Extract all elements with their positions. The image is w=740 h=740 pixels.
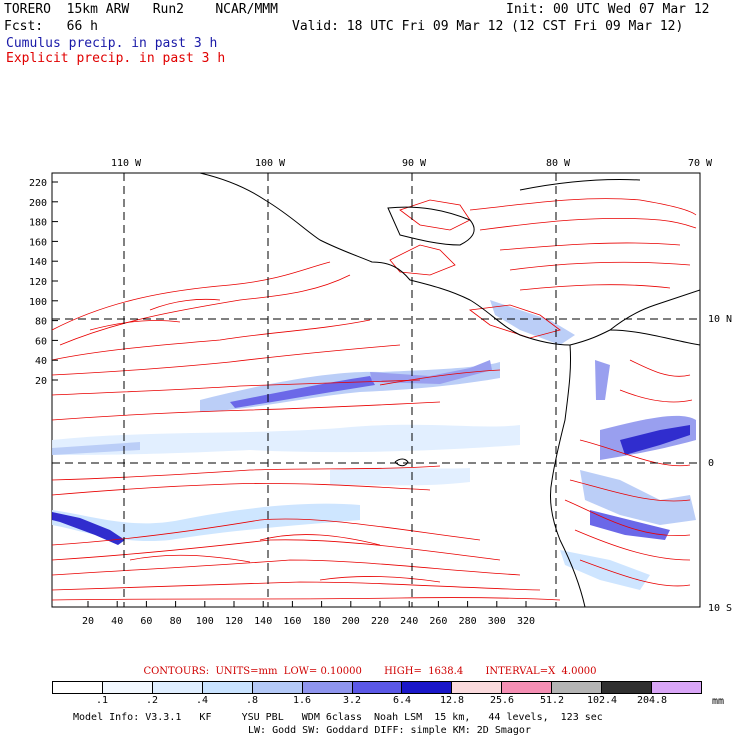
x-tick-label: 100 [196, 616, 214, 627]
color-bar-segment [102, 682, 153, 693]
y-tick-label: 40 [35, 356, 47, 367]
color-bar-segment [53, 682, 103, 693]
model-info-line1: Model Info: V3.3.1 KF YSU PBL WDM 6class… [73, 712, 603, 723]
y-tick-label: 100 [29, 297, 47, 308]
lon-label-100w: 100 W [255, 158, 286, 169]
lon-label-110w: 110 W [111, 158, 142, 169]
x-tick-label: 80 [170, 616, 182, 627]
x-tick-label: 60 [140, 616, 152, 627]
x-tick-label: 160 [283, 616, 301, 627]
color-bar-label: 1.6 [292, 695, 312, 706]
y-tick-label: 180 [29, 218, 47, 229]
forecast-hour: Fcst: 66 h [4, 19, 98, 34]
lat-label-10s: 10 S [708, 603, 732, 614]
lon-label-70w: 70 W [688, 158, 713, 169]
color-bar-segment [452, 682, 503, 693]
y-tick-label: 200 [29, 198, 47, 209]
init-time: Init: 00 UTC Wed 07 Mar 12 [506, 2, 710, 17]
color-bar-segment [402, 682, 453, 693]
color-bar-label: 102.4 [586, 695, 618, 706]
y-tick-label: 80 [35, 317, 47, 328]
explicit-precip-contours [52, 198, 697, 601]
y-tick-label: 20 [35, 376, 47, 387]
color-bar-segment [152, 682, 203, 693]
valid-time: Valid: 18 UTC Fri 09 Mar 12 (12 CST Fri … [292, 19, 684, 34]
x-tick-label: 40 [111, 616, 123, 627]
x-tick-label: 20 [82, 616, 94, 627]
contours-info: CONTOURS: UNITS=mm LOW= 0.10000 HIGH= 16… [143, 666, 597, 677]
color-bar-unit: mm [712, 696, 725, 707]
x-tick-label: 140 [254, 616, 272, 627]
color-bar-label: 6.4 [392, 695, 412, 706]
color-bar-label: .2 [145, 695, 159, 706]
lat-label-0: 0 [708, 458, 714, 469]
model-info-line2: LW: Godd SW: Goddard DIFF: simple KM: 2D… [248, 725, 531, 736]
cumulus-precip-bands [52, 300, 696, 590]
color-bar-segment [352, 682, 403, 693]
x-tick-label: 220 [371, 616, 389, 627]
color-bar-label: .1 [95, 695, 109, 706]
lon-label-80w: 80 W [546, 158, 571, 169]
x-tick-label: 180 [313, 616, 331, 627]
x-axis-ticks: 20 40 60 80 100 120 140 160 180 200 220 240 260 280 30… [82, 601, 535, 627]
color-bar-label: 12.8 [439, 695, 465, 706]
color-bar-segment [552, 682, 603, 693]
y-tick-label: 60 [35, 336, 47, 347]
color-bar-label: 204.8 [636, 695, 668, 706]
model-title: TORERO 15km ARW Run2 NCAR/MMM [4, 2, 278, 17]
x-tick-label: 300 [488, 616, 506, 627]
lon-label-90w: 90 W [402, 158, 427, 169]
y-axis-ticks: 220 200 180 160 140 120 100 80 60 40 20 [29, 178, 58, 387]
field-label-explicit: Explicit precip. in past 3 h [6, 51, 226, 66]
y-tick-label: 160 [29, 237, 47, 248]
coastlines [199, 173, 700, 607]
color-bar-label: 51.2 [539, 695, 565, 706]
y-tick-label: 220 [29, 178, 47, 189]
color-bar-labels: .1 .2 .4 .8 1.6 3.2 6.4 12.8 25.6 51.2 102.4 204.8 [52, 695, 702, 707]
y-tick-label: 140 [29, 257, 47, 268]
color-bar-segment [652, 682, 701, 693]
x-tick-label: 240 [400, 616, 418, 627]
color-bar-segment [502, 682, 553, 693]
x-tick-label: 280 [459, 616, 477, 627]
color-bar-segment [202, 682, 253, 693]
x-tick-label: 260 [429, 616, 447, 627]
color-bar-segment [302, 682, 353, 693]
x-tick-label: 120 [225, 616, 243, 627]
x-tick-label: 200 [342, 616, 360, 627]
color-bar-segment [602, 682, 653, 693]
color-bar [52, 681, 702, 694]
graticule [52, 173, 700, 607]
x-tick-label: 320 [517, 616, 535, 627]
color-bar-label: 3.2 [342, 695, 362, 706]
color-bar-segment [252, 682, 303, 693]
field-label-cumulus: Cumulus precip. in past 3 h [6, 36, 218, 51]
color-bar-label: 25.6 [489, 695, 515, 706]
y-tick-label: 120 [29, 277, 47, 288]
lat-label-10n: 10 N [708, 314, 732, 325]
color-bar-label: .4 [195, 695, 209, 706]
color-bar-label: .8 [245, 695, 259, 706]
